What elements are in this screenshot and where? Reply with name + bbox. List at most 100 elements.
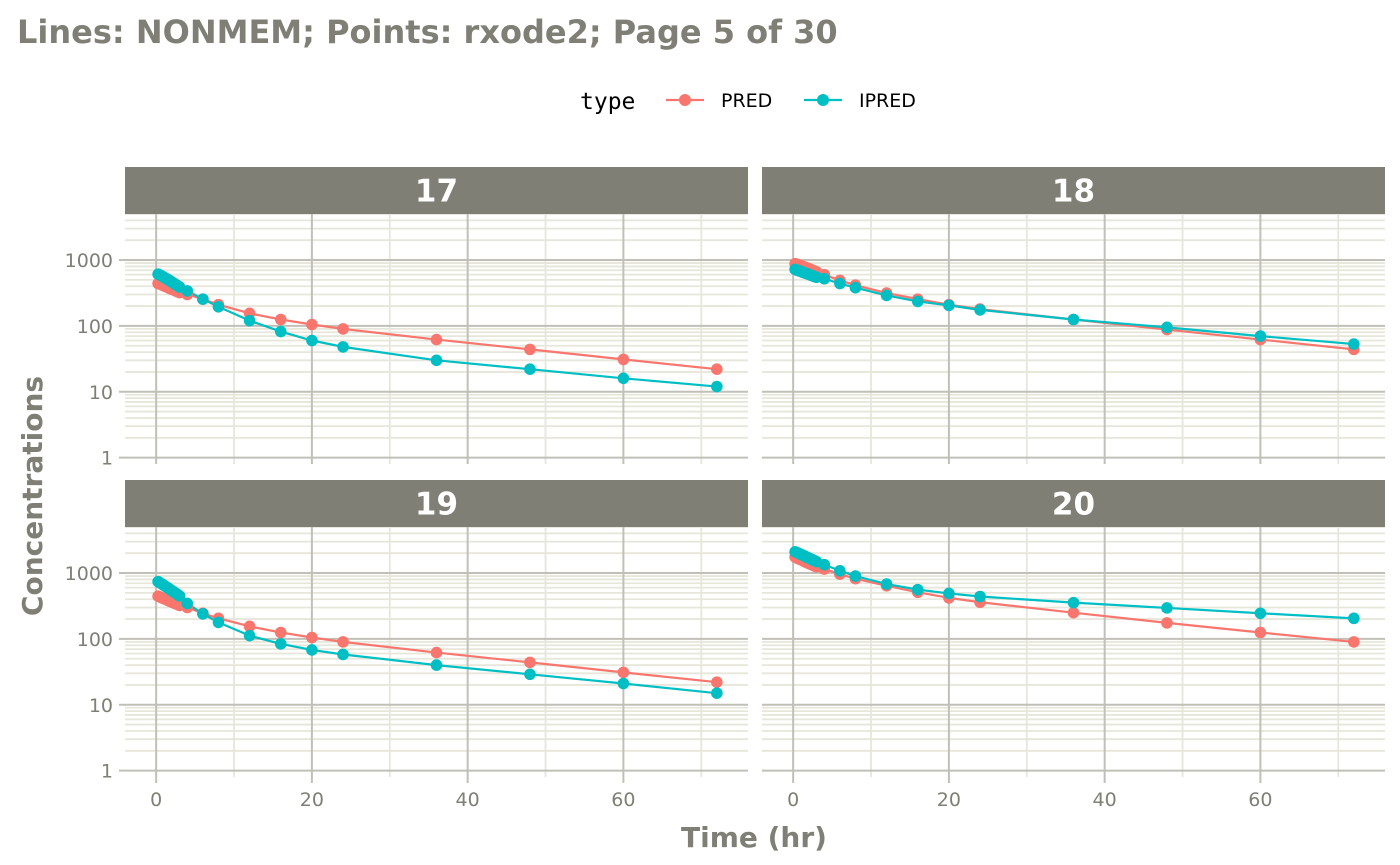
facet-strip	[125, 167, 748, 214]
facet-strip-label: 19	[415, 487, 458, 523]
data-point-pred	[1161, 617, 1173, 629]
data-point-ipred	[1254, 330, 1267, 342]
data-point-ipred	[1161, 602, 1173, 614]
data-point-ipred	[181, 597, 194, 610]
data-point-ipred	[849, 570, 862, 582]
data-point-ipred	[943, 587, 955, 600]
data-point-ipred	[212, 616, 225, 629]
x-tick-label: 40	[456, 789, 480, 811]
axes: 1 10 100 1000 1 10 100 1000 0 20 40 60 0 20 40 60	[65, 250, 1273, 811]
legend-ipred-marker	[817, 94, 829, 106]
data-point-ipred	[880, 289, 893, 302]
data-point-pred	[337, 323, 349, 335]
panel-background	[762, 527, 1385, 777]
data-point-ipred	[974, 590, 986, 603]
data-point-ipred	[430, 354, 443, 367]
data-point-ipred	[818, 558, 831, 571]
data-point-pred	[711, 363, 723, 376]
data-point-ipred	[834, 565, 846, 577]
data-point-ipred	[1161, 321, 1173, 334]
data-point-ipred	[274, 325, 287, 338]
data-point-ipred	[337, 341, 349, 353]
data-point-ipred	[711, 380, 723, 393]
data-point-pred	[430, 646, 443, 659]
data-point-ipred	[181, 285, 194, 297]
y-tick-label: 1000	[65, 563, 113, 585]
data-point-ipred	[911, 583, 924, 596]
data-point-ipred	[943, 299, 955, 312]
data-point-ipred	[1348, 338, 1360, 350]
legend-title: type	[580, 89, 635, 115]
data-point-pred	[306, 318, 318, 331]
data-point-ipred	[274, 638, 287, 650]
data-point-pred	[617, 353, 630, 366]
data-point-ipred	[524, 363, 536, 376]
data-point-ipred	[306, 334, 318, 347]
facet-panel-18: 18	[762, 167, 1385, 464]
x-tick-label: 40	[1093, 789, 1117, 811]
facet-strip-label: 17	[415, 174, 458, 210]
x-tick-label: 60	[1248, 789, 1272, 811]
panel-background	[762, 214, 1385, 464]
data-point-pred	[711, 676, 723, 688]
legend-label-ipred: IPRED	[859, 90, 916, 112]
data-point-ipred	[911, 295, 924, 308]
data-point-ipred	[818, 272, 831, 285]
facet-panel-17: 17	[125, 167, 748, 464]
x-tick-label: 0	[150, 789, 162, 811]
data-point-ipred	[337, 648, 349, 661]
data-point-pred	[1067, 606, 1080, 619]
x-tick-label: 60	[611, 789, 635, 811]
data-point-ipred	[849, 281, 862, 294]
facet-panel-19: 19	[125, 480, 748, 777]
data-point-ipred	[430, 659, 443, 671]
y-tick-label: 10	[89, 695, 113, 717]
y-tick-label: 100	[77, 629, 113, 651]
legend-label-pred: PRED	[721, 90, 772, 112]
data-point-pred	[274, 313, 287, 326]
data-point-pred	[524, 343, 536, 356]
data-point-pred	[524, 656, 536, 669]
x-tick-label: 20	[300, 789, 324, 811]
x-axis-title: Time (hr)	[681, 821, 827, 854]
data-point-ipred	[197, 293, 209, 305]
legend-pred-marker	[679, 94, 691, 106]
data-point-pred	[1348, 636, 1360, 648]
data-point-ipred	[306, 644, 318, 656]
data-point-ipred	[1067, 313, 1080, 326]
data-point-ipred	[834, 277, 846, 290]
data-point-ipred	[212, 300, 225, 313]
data-point-ipred	[711, 687, 723, 699]
data-point-ipred	[197, 608, 209, 620]
facet-strip	[762, 480, 1385, 527]
facet-strip	[762, 167, 1385, 214]
data-point-pred	[430, 333, 443, 346]
y-tick-label: 10	[89, 382, 113, 404]
y-tick-label: 100	[77, 316, 113, 338]
data-point-pred	[243, 620, 256, 633]
x-tick-label: 20	[937, 789, 961, 811]
data-point-pred	[1254, 626, 1267, 639]
facet-strip-label: 20	[1052, 487, 1095, 523]
y-tick-label: 1000	[65, 250, 113, 272]
y-axis-title: Concentrations	[16, 376, 49, 616]
data-point-pred	[617, 666, 630, 679]
data-point-ipred	[1348, 612, 1360, 625]
data-point-ipred	[243, 314, 256, 327]
data-point-ipred	[974, 304, 986, 316]
y-tick-label: 1	[101, 761, 113, 783]
data-point-ipred	[617, 677, 630, 690]
data-point-pred	[274, 626, 287, 639]
facet-panels: 17 18 19 20	[125, 167, 1385, 777]
data-point-ipred	[1067, 596, 1080, 609]
data-point-ipred	[524, 668, 536, 681]
data-point-ipred	[880, 578, 893, 590]
y-tick-label: 1	[101, 448, 113, 470]
facet-strip	[125, 480, 748, 527]
data-point-ipred	[617, 372, 630, 385]
data-point-ipred	[173, 590, 186, 602]
data-point-pred	[337, 636, 349, 648]
data-point-ipred	[1254, 607, 1267, 620]
data-point-ipred	[243, 629, 256, 642]
legend: type PRED IPRED	[580, 89, 916, 115]
